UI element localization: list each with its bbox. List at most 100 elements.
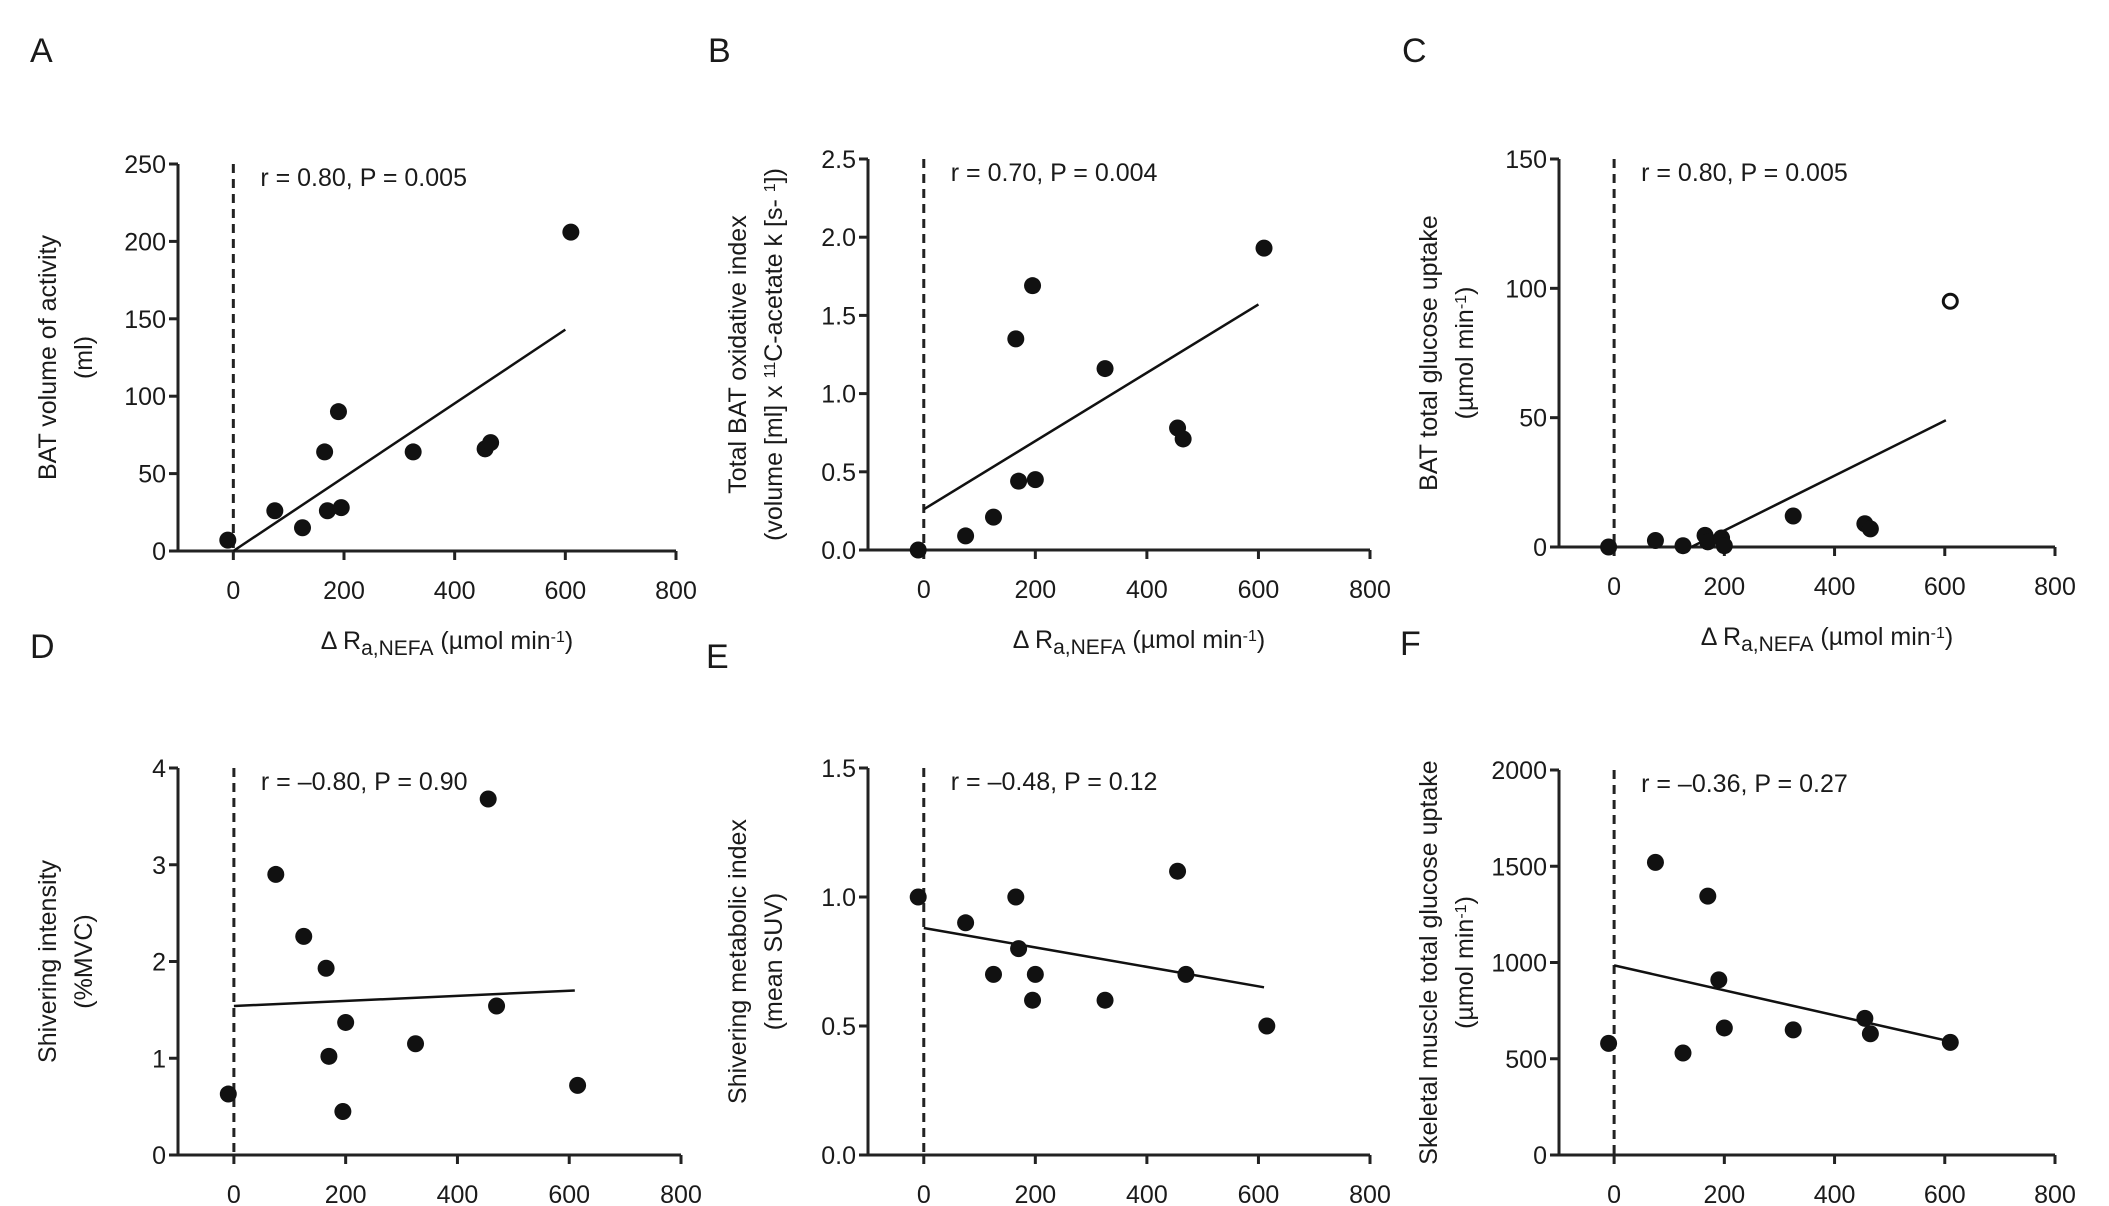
panel-d: D 0 1 2 3 4 0 200 400 600 800 r = –0.80, P = 0.90 Δ … (30, 628, 702, 1206)
x-axis-label-part: -1 (1243, 628, 1257, 645)
y-tick-label: 0 (1533, 1142, 1547, 1170)
x-axis-label-part: ) (565, 627, 573, 655)
data-point (1784, 507, 1802, 525)
x-axis-label-part: -1 (551, 629, 565, 646)
data-point (316, 443, 334, 461)
data-point (1007, 330, 1025, 348)
data-point (1674, 1044, 1692, 1062)
x-axis-label-part: Δ R (321, 627, 361, 655)
y-tick-label: 2 (152, 949, 166, 977)
y-axis-label-part: C-acetate k [s- (760, 192, 788, 362)
data-point (1026, 471, 1044, 489)
y-axis-label-part: Skeletal muscle total glucose uptake (1415, 760, 1443, 1164)
y-axis-label: BAT total glucose uptake (1415, 215, 1443, 491)
x-tick-label: 600 (1924, 1181, 1966, 1206)
data-point (1169, 862, 1187, 880)
data-point (1861, 520, 1879, 538)
x-axis-label-part: -1 (1931, 625, 1945, 642)
y-tick-label: 2.0 (821, 224, 856, 252)
y-tick-label: 0 (152, 538, 166, 566)
x-tick-label: 800 (1349, 576, 1391, 604)
y-axis-label-part: 1 (762, 183, 779, 192)
y-axis-label-part: 11 (762, 362, 779, 379)
data-point (1258, 1017, 1276, 1035)
data-point (219, 1085, 237, 1103)
y-tick-label: 50 (1519, 405, 1547, 433)
data-point (569, 1076, 587, 1094)
x-axis-label: Δ Ra,NEFA (µmol min-1) (321, 627, 573, 660)
y-tick-label: 0 (1533, 534, 1547, 562)
x-tick-label: 800 (2034, 573, 2076, 601)
data-point (266, 502, 284, 520)
x-axis-label-part: a,NEFA (1053, 636, 1125, 659)
x-axis-label-part: a,NEFA (1741, 633, 1813, 656)
x-tick-label: 200 (325, 1181, 367, 1206)
y-axis-label-part: (volume [ml] x (760, 378, 788, 541)
panel-b: B 0.0 0.5 1.0 1.5 2.0 2.5 0 200 400 600 800 r = 0.70… (708, 32, 1391, 659)
x-tick-label: 600 (1924, 573, 1966, 601)
y-axis-label-part: (mean SUV) (760, 893, 788, 1031)
panel-letter: A (30, 32, 53, 70)
data-point (407, 1035, 425, 1053)
correlation-annotation: r = 0.80, P = 0.005 (260, 164, 467, 192)
x-axis-label-part: (µmol min (433, 627, 550, 655)
data-point (1646, 853, 1664, 871)
panel-a: A 0 50 100 150 200 250 0 200 400 600 800 r = 0.80, P… (30, 32, 697, 660)
x-tick-label: 200 (1014, 576, 1056, 604)
regression-line (1613, 964, 1951, 1043)
panel-letter: D (30, 628, 55, 666)
y-tick-label: 1500 (1491, 853, 1547, 881)
y-axis-label: (ml) (70, 336, 98, 379)
data-point (404, 443, 422, 461)
data-point (1177, 965, 1195, 983)
data-point (1007, 888, 1025, 906)
y-tick-label: 1.5 (821, 755, 856, 783)
x-axis-label-part: ) (1945, 623, 1953, 651)
y-tick-label: 3 (152, 852, 166, 880)
x-tick-label: 400 (1814, 1181, 1856, 1206)
data-point (909, 541, 927, 559)
data-point (1600, 538, 1618, 556)
data-point (957, 527, 975, 545)
data-point (1096, 360, 1114, 378)
correlation-annotation: r = 0.70, P = 0.004 (951, 159, 1158, 187)
x-tick-label: 400 (1126, 1181, 1168, 1206)
data-point (219, 531, 237, 549)
data-point (1010, 940, 1028, 958)
x-tick-label: 400 (437, 1181, 479, 1206)
y-axis-label-part: Shivering metabolic index (724, 819, 752, 1104)
data-point (294, 519, 311, 537)
data-point (1699, 887, 1717, 905)
x-axis-label-part: (µmol min (1125, 626, 1242, 654)
data-point (318, 502, 336, 520)
data-point (479, 790, 497, 808)
y-axis-label-part: (%MVC) (70, 914, 98, 1008)
data-point (1024, 991, 1042, 1009)
panel-letter: E (706, 638, 729, 676)
x-tick-label: 200 (1703, 573, 1745, 601)
data-point (985, 508, 1002, 526)
regression-line (923, 303, 1260, 511)
x-axis-label-part: Δ R (1701, 623, 1741, 651)
data-point (1715, 1019, 1733, 1037)
data-point (1096, 991, 1114, 1009)
x-tick-label: 200 (1014, 1181, 1056, 1206)
y-axis-label-part: -1 (1453, 904, 1470, 918)
y-axis-label: (mean SUV) (760, 893, 788, 1031)
y-tick-label: 0.0 (821, 537, 856, 565)
panel-f: F 0 500 1000 1500 2000 0 200 400 600 800 r = –0.36,… (1400, 625, 2076, 1206)
y-tick-label: 50 (138, 461, 166, 489)
y-tick-label: 0 (152, 1142, 166, 1170)
y-tick-label: 0.0 (821, 1142, 856, 1170)
x-tick-label: 600 (544, 577, 586, 605)
regression-line (923, 926, 1265, 989)
x-tick-label: 600 (548, 1181, 590, 1206)
y-tick-label: 1000 (1491, 950, 1547, 978)
panel-letter: F (1400, 625, 1421, 663)
data-point (329, 403, 347, 421)
data-point (1784, 1021, 1802, 1039)
x-tick-label: 200 (1703, 1181, 1745, 1206)
data-point (337, 1013, 355, 1031)
regression-line (233, 989, 575, 1008)
